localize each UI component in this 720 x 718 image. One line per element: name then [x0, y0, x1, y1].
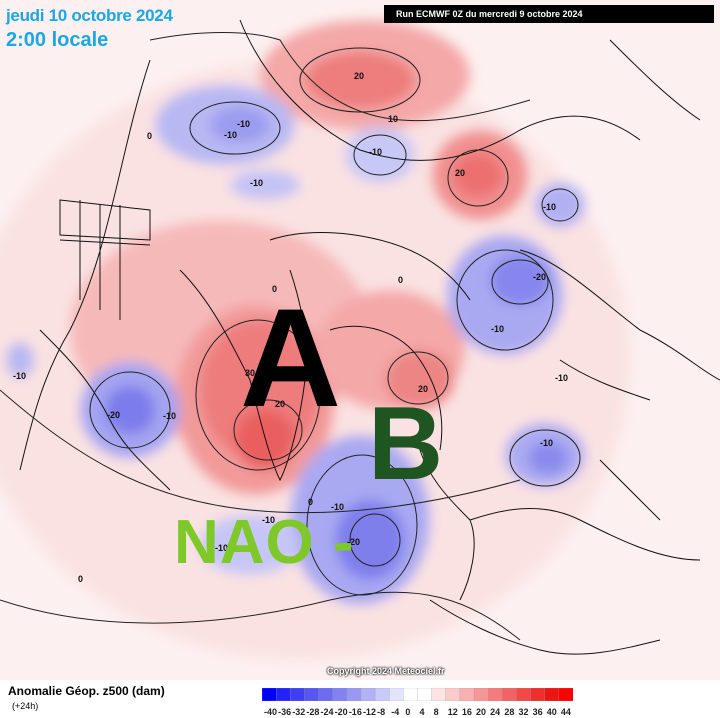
legend-subtitle: (+24h) [12, 701, 39, 711]
legend-swatch [290, 688, 305, 701]
coastlines [19, 19, 720, 655]
legend-swatch [459, 688, 475, 701]
contour-label: 10 [388, 114, 398, 124]
legend-swatch [304, 688, 319, 701]
legend-tick-label: 8 [434, 707, 439, 717]
legend-tick-label: 16 [462, 707, 472, 717]
contour-label: -10 [13, 371, 26, 381]
legend-swatch [332, 688, 348, 701]
legend-swatch [360, 688, 376, 701]
legend-swatch [502, 688, 517, 701]
color-scale-ticks: -40 -36 -32 -28 -24 -20 -16 -12 -8 -4 0 4 8 12 16 20 24 2… [264, 707, 571, 717]
contour-label: -10 [369, 147, 382, 157]
legend-tick-label: 28 [504, 707, 514, 717]
contour-label: -10 [237, 119, 250, 129]
contour-label: -20 [347, 537, 360, 547]
contour-label: -10 [331, 502, 344, 512]
contour-label: 0 [272, 284, 277, 294]
legend-tick-label: 4 [420, 707, 425, 717]
legend-tick-label: -12 [363, 707, 376, 717]
contour-label: -10 [491, 324, 504, 334]
forecast-date: jeudi 10 octobre 2024 [6, 6, 173, 25]
anomaly-contours [0, 32, 581, 641]
contour-label: -10 [224, 130, 237, 140]
contour-label: -20 [107, 410, 120, 420]
legend-swatch [346, 688, 362, 701]
nao-annotation: NAO - [174, 508, 355, 577]
low-pressure-marker: B [368, 386, 444, 502]
legend-tick-label: -20 [335, 707, 348, 717]
legend-swatch [558, 688, 573, 701]
contour-label: -10 [262, 515, 275, 525]
contour-label: 30 [245, 368, 255, 378]
contour-label: 20 [354, 71, 364, 81]
legend-tick-label: -8 [377, 707, 385, 717]
contour-label: 0 [398, 275, 403, 285]
contour-label: -10 [543, 202, 556, 212]
legend-swatch [275, 688, 291, 701]
contour-label: -10 [215, 543, 228, 553]
contour-label: 20 [418, 384, 428, 394]
legend-swatch [417, 688, 433, 701]
legend-footer: Anomalie Géop. z500 (dam) (+24h) -40 -36-… [0, 680, 720, 718]
legend-swatch [530, 688, 546, 701]
legend-tick-label: -4 [391, 707, 399, 717]
legend-swatch [488, 688, 503, 701]
contour-label: 0 [308, 497, 313, 507]
legend-title: Anomalie Géop. z500 (dam) [8, 684, 165, 698]
high-pressure-marker: A [240, 279, 342, 436]
contour-label: -10 [163, 411, 176, 421]
copyright-notice: Copyright 2024 Meteociel.fr [327, 666, 445, 676]
legend-tick-label: 0 [405, 707, 410, 717]
contour-label-layer: 20 -10 -10 -10 10 -10 20 -10 -20 -10 0 0… [13, 71, 568, 584]
contour-label: 20 [275, 399, 285, 409]
legend-tick-label: 36 [533, 707, 543, 717]
forecast-time: 2:00 locale [6, 29, 109, 51]
contour-label: 0 [147, 131, 152, 141]
legend-swatch [544, 688, 560, 701]
anomaly-map: 20 -10 -10 -10 10 -10 20 -10 -20 -10 0 0… [0, 0, 720, 680]
legend-tick-label: 24 [490, 707, 500, 717]
legend-swatch [431, 688, 447, 701]
legend-tick-label: -32 [292, 707, 305, 717]
legend-swatch [445, 688, 461, 701]
legend-tick-label: 12 [448, 707, 458, 717]
legend-swatch [516, 688, 532, 701]
legend-tick-label: -40 [264, 707, 277, 717]
legend-swatch [389, 688, 404, 701]
legend-swatch [374, 688, 390, 701]
legend-swatch [318, 688, 334, 701]
legend-tick-label: -36 [278, 707, 291, 717]
legend-tick-label: -24 [321, 707, 334, 717]
legend-swatch [262, 688, 277, 701]
contour-label: 20 [455, 168, 465, 178]
anomaly-shading [0, 20, 630, 660]
contour-label: -10 [250, 178, 263, 188]
contour-label: -20 [533, 272, 546, 282]
color-scale-bar [262, 688, 573, 701]
legend-tick-label: 44 [561, 707, 571, 717]
run-info-banner: Run ECMWF 0Z du mercredi 9 octobre 2024 [384, 5, 714, 23]
legend-tick-label: 40 [547, 707, 557, 717]
legend-tick-label: 20 [476, 707, 486, 717]
legend-tick-label: -28 [306, 707, 319, 717]
legend-tick-label: 32 [518, 707, 528, 717]
legend-tick-label: -16 [349, 707, 362, 717]
contour-label: -10 [540, 438, 553, 448]
legend-swatch [473, 688, 489, 701]
contour-label: 0 [78, 574, 83, 584]
legend-swatch [403, 688, 418, 701]
contour-label: -10 [555, 373, 568, 383]
